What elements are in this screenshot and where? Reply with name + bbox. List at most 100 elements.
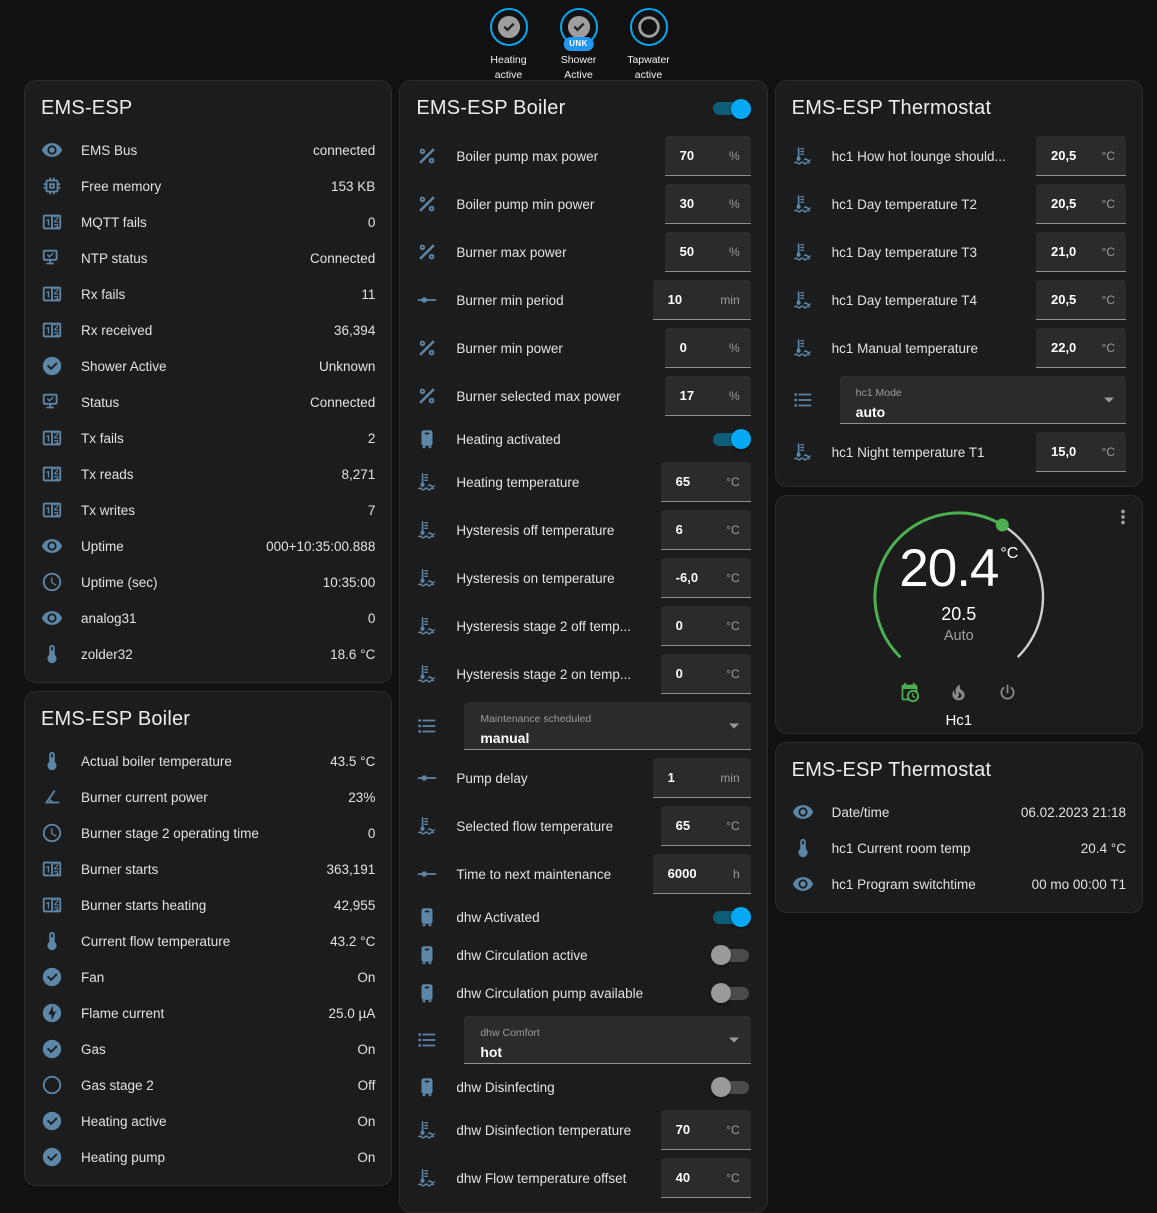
number-input[interactable]: 22,0 °C [1035,328,1126,368]
sensor-row[interactable]: Rx fails 11 [25,276,391,312]
number-row[interactable]: Boiler pump min power 30% [400,180,766,228]
sensor-row[interactable]: Tx reads 8,271 [25,456,391,492]
glance-badge[interactable]: UNK Shower Active [550,8,608,81]
select-input[interactable]: Maintenance scheduled manual [464,702,751,750]
number-input[interactable]: 6000 h [652,854,751,894]
toggle-switch[interactable] [710,983,751,1003]
toggle-switch[interactable] [711,907,751,927]
number-input[interactable]: 0 °C [660,654,751,694]
number-input[interactable]: 17% [664,376,751,416]
number-row[interactable]: Burner min period 10 min [400,276,766,324]
number-input[interactable]: 6 °C [660,510,751,550]
sensor-row[interactable]: Date/time 06.02.2023 21:18 [776,794,1142,830]
sensor-row[interactable]: Uptime 000+10:35:00.888 [25,528,391,564]
sensor-row[interactable]: Burner stage 2 operating time 0 [25,815,391,851]
sensor-row[interactable]: Status Connected [25,384,391,420]
thermostat-gauge[interactable]: 20.4 °C 20.5 Auto [863,508,1055,668]
number-row[interactable]: Hysteresis stage 2 on temp... 0 °C [400,650,766,698]
select-input[interactable]: hc1 Mode auto [839,376,1126,424]
calendar-clock-icon[interactable] [899,682,920,703]
sensor-row[interactable]: hc1 Current room temp 20.4 °C [776,830,1142,866]
sensor-row[interactable]: Uptime (sec) 10:35:00 [25,564,391,600]
number-input[interactable]: 21,0 °C [1035,232,1126,272]
toggle-row[interactable]: dhw Disinfecting [400,1068,766,1106]
fire-icon[interactable] [948,682,969,703]
sensor-row[interactable]: Actual boiler temperature 43.5 °C [25,743,391,779]
number-input[interactable]: 20,5 °C [1035,280,1126,320]
sensor-row[interactable]: Shower Active Unknown [25,348,391,384]
sensor-row[interactable]: Tx writes 7 [25,492,391,528]
number-input[interactable]: 15,0 °C [1035,432,1126,472]
number-input[interactable]: 10 min [652,280,751,320]
toggle-row[interactable]: dhw Circulation active [400,936,766,974]
number-row[interactable]: hc1 Manual temperature 22,0 °C [776,324,1142,372]
number-row[interactable]: Burner max power 50% [400,228,766,276]
number-row[interactable]: Selected flow temperature 65 °C [400,802,766,850]
sensor-row[interactable]: MQTT fails 0 [25,204,391,240]
sensor-row[interactable]: Free memory 153 KB [25,168,391,204]
card-enable-toggle[interactable] [711,98,751,119]
sensor-row[interactable]: Rx received 36,394 [25,312,391,348]
number-row[interactable]: hc1 Day temperature T3 21,0 °C [776,228,1142,276]
sensor-row[interactable]: zolder32 18.6 °C [25,636,391,672]
number-input[interactable]: 20,5 °C [1035,136,1126,176]
power-icon[interactable] [997,682,1018,703]
number-row[interactable]: Hysteresis off temperature 6 °C [400,506,766,554]
number-row[interactable]: hc1 Night temperature T1 15,0 °C [776,428,1142,476]
number-input[interactable]: 0% [664,328,751,368]
toggle-switch[interactable] [710,945,751,965]
number-row[interactable]: Pump delay 1 min [400,754,766,802]
number-input[interactable]: 40 °C [660,1158,751,1198]
number-row[interactable]: hc1 Day temperature T4 20,5 °C [776,276,1142,324]
gauge-handle[interactable] [995,518,1009,532]
glance-badge[interactable]: Tapwater active [620,8,678,81]
number-input[interactable]: 1 min [652,758,751,798]
toggle-switch[interactable] [710,1077,751,1097]
number-row[interactable]: Heating temperature 65 °C [400,458,766,506]
glance-badge[interactable]: Heating active [480,8,538,81]
select-row[interactable]: Maintenance scheduled manual [400,698,766,754]
number-input[interactable]: 70% [664,136,751,176]
number-row[interactable]: hc1 Day temperature T2 20,5 °C [776,180,1142,228]
number-row[interactable]: dhw Flow temperature offset 40 °C [400,1154,766,1202]
sensor-row[interactable]: Tx fails 2 [25,420,391,456]
number-input[interactable]: 0 °C [660,606,751,646]
number-input[interactable]: 20,5 °C [1035,184,1126,224]
sensor-row[interactable]: NTP status Connected [25,240,391,276]
toggle-switch[interactable] [711,429,751,449]
number-row[interactable]: Boiler pump max power 70% [400,132,766,180]
select-row[interactable]: dhw Comfort hot [400,1012,766,1068]
sensor-row[interactable]: analog31 0 [25,600,391,636]
number-input[interactable]: 65 °C [660,462,751,502]
select-input[interactable]: dhw Comfort hot [464,1016,751,1064]
number-input[interactable]: 70 °C [660,1110,751,1150]
number-row[interactable]: Hysteresis stage 2 off temp... 0 °C [400,602,766,650]
sensor-row[interactable]: Burner starts 363,191 [25,851,391,887]
sensor-row[interactable]: Fan On [25,959,391,995]
number-row[interactable]: Burner selected max power 17% [400,372,766,420]
sensor-row[interactable]: Heating active On [25,1103,391,1139]
number-row[interactable]: Burner min power 0% [400,324,766,372]
sensor-row[interactable]: Current flow temperature 43.2 °C [25,923,391,959]
number-row[interactable]: Hysteresis on temperature -6,0 °C [400,554,766,602]
sensor-row[interactable]: EMS Bus connected [25,132,391,168]
more-menu-button[interactable] [1112,506,1134,528]
number-row[interactable]: dhw Disinfection temperature 70 °C [400,1106,766,1154]
number-input[interactable]: 50% [664,232,751,272]
sensor-row[interactable]: hc1 Program switchtime 00 mo 00:00 T1 [776,866,1142,902]
toggle-row[interactable]: dhw Activated [400,898,766,936]
number-input[interactable]: 30% [664,184,751,224]
sensor-row[interactable]: Gas On [25,1031,391,1067]
sensor-row[interactable]: Burner current power 23% [25,779,391,815]
number-input[interactable]: 65 °C [660,806,751,846]
sensor-row[interactable]: Gas stage 2 Off [25,1067,391,1103]
sensor-row[interactable]: Heating pump On [25,1139,391,1175]
number-input[interactable]: -6,0 °C [660,558,751,598]
sensor-row[interactable]: Flame current 25.0 µA [25,995,391,1031]
select-row[interactable]: hc1 Mode auto [776,372,1142,428]
number-row[interactable]: Time to next maintenance 6000 h [400,850,766,898]
toggle-row[interactable]: dhw Circulation pump available [400,974,766,1012]
toggle-row[interactable]: Heating activated [400,420,766,458]
sensor-row[interactable]: Burner starts heating 42,955 [25,887,391,923]
number-row[interactable]: hc1 How hot lounge should... 20,5 °C [776,132,1142,180]
